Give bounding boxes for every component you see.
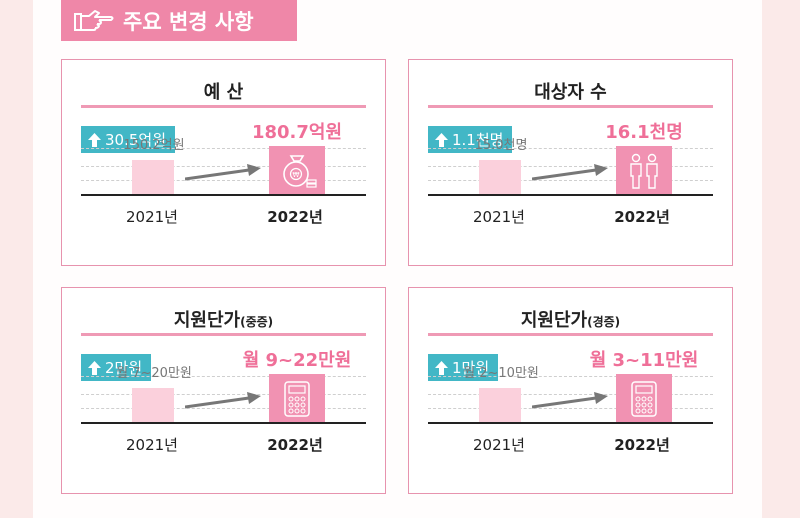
grid-line	[428, 376, 713, 377]
card-title: 대상자 수	[534, 82, 607, 103]
pointing-hand-icon	[74, 9, 114, 31]
value-2021: 150.2억원	[123, 138, 185, 153]
year-2022: 2022년	[267, 436, 323, 454]
year-2022: 2022년	[614, 208, 670, 226]
money-bag-icon: ₩	[283, 155, 317, 188]
section-title: 주요 변경 사항	[123, 9, 254, 34]
bar-2021	[132, 160, 174, 194]
mild-unit-price-card: 지원단가(경증) 1만원 월 2~10만원 월 3~11만원 2021년 202…	[408, 287, 733, 494]
year-2022: 2022년	[614, 436, 670, 454]
year-2021: 2021년	[126, 208, 178, 226]
bar-2022	[616, 146, 672, 194]
bar-2022: ₩	[269, 146, 325, 194]
arrow-up-icon	[88, 360, 101, 375]
grid-line	[81, 148, 366, 149]
baseline	[81, 194, 366, 196]
severe-unit-price-card: 지원단가(중증) 2만원 월 7~20만원 월 9~22만원 2021년 202…	[61, 287, 386, 494]
year-2022: 2022년	[267, 208, 323, 226]
recipients-card: 대상자 수 1.1천명 15.0천명 16.1천명 2021년 2022년	[408, 59, 733, 266]
year-2021: 2021년	[473, 208, 525, 226]
card-title: 지원단가(중증)	[173, 310, 274, 331]
title-rule	[81, 105, 366, 108]
calculator-icon	[631, 381, 657, 417]
title-rule	[428, 333, 713, 336]
card-title: 지원단가(경증)	[520, 310, 621, 331]
grid-line	[81, 394, 366, 395]
year-2021: 2021년	[473, 436, 525, 454]
bar-2021	[479, 160, 521, 194]
value-2021: 월 2~10만원	[463, 366, 539, 381]
calculator-icon	[284, 381, 310, 417]
baseline	[81, 422, 366, 424]
grid-line	[428, 180, 713, 181]
bar-2022	[269, 374, 325, 422]
arrow-up-icon	[435, 360, 448, 375]
year-2021: 2021년	[126, 436, 178, 454]
card-title: 예 산	[203, 82, 244, 103]
grid-line	[428, 166, 713, 167]
trend-arrow	[185, 164, 261, 181]
grid-line	[428, 408, 713, 409]
grid-line	[81, 180, 366, 181]
trend-arrow	[185, 392, 261, 409]
value-2022: 16.1천명	[605, 122, 683, 143]
bar-2021	[132, 388, 174, 422]
title-rule	[81, 333, 366, 336]
budget-card: 예 산 30.5억원 ₩ 150.2억원 180.7억원 2021년 2022년	[61, 59, 386, 266]
svg-text:₩: ₩	[293, 171, 300, 179]
bar-2021	[479, 388, 521, 422]
arrow-up-icon	[435, 132, 448, 147]
value-2021: 월 7~20만원	[116, 366, 192, 381]
grid-line	[428, 148, 713, 149]
value-2022: 180.7억원	[251, 122, 343, 143]
section-title-banner: 주요 변경 사항	[61, 0, 297, 41]
grid-line	[428, 394, 713, 395]
trend-arrow	[532, 392, 608, 409]
value-2022: 월 3~11만원	[589, 350, 699, 371]
grid-line	[81, 166, 366, 167]
value-2022: 월 9~22만원	[242, 350, 352, 371]
value-2021: 15.0천명	[474, 138, 528, 153]
baseline	[428, 194, 713, 196]
grid-line	[81, 408, 366, 409]
title-rule	[428, 105, 713, 108]
people-icon	[630, 153, 658, 189]
grid-line	[81, 376, 366, 377]
trend-arrow	[532, 164, 608, 181]
arrow-up-icon	[88, 132, 101, 147]
bar-2022	[616, 374, 672, 422]
baseline	[428, 422, 713, 424]
